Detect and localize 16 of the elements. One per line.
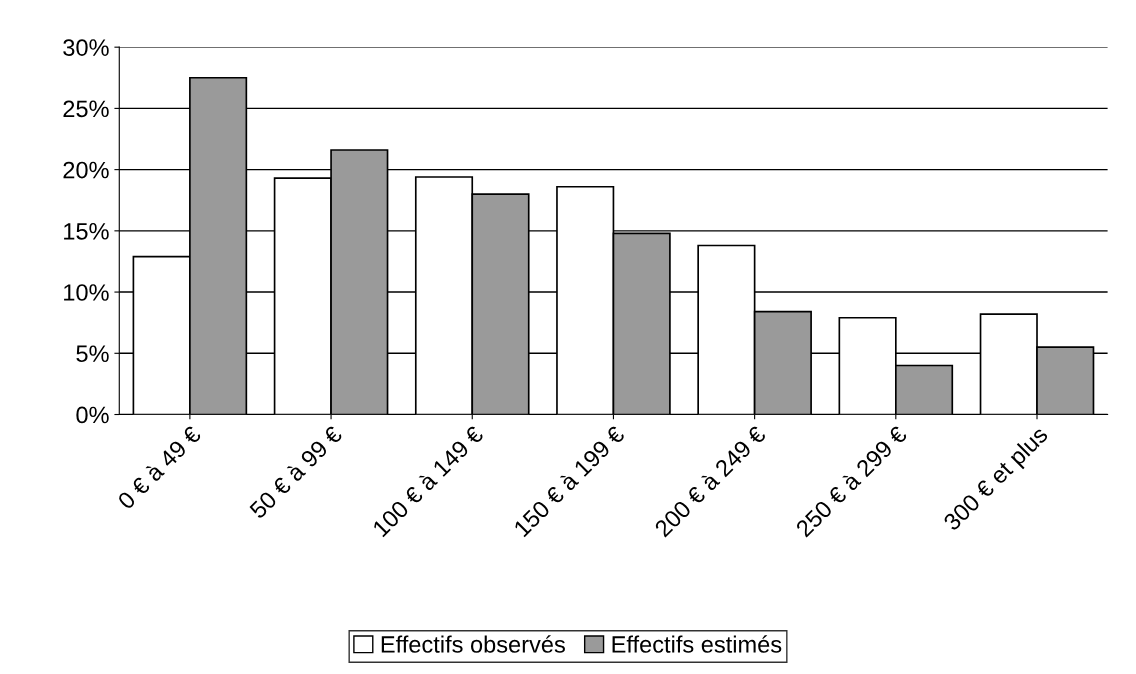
- y-tick-label: 25%: [63, 100, 109, 118]
- x-tick-label: 150 € à 199 €: [512, 424, 626, 538]
- y-tick-label: 5%: [76, 345, 109, 363]
- x-tick-label: 300 € et plus: [942, 424, 1052, 535]
- y-tick-label: 0%: [76, 406, 109, 424]
- y-tick-label: 15%: [64, 223, 109, 240]
- y-tick-label: 30%: [63, 39, 109, 56]
- x-tick-label: 50 € à 99 €: [247, 424, 344, 520]
- legend-label: Effectifs observés: [381, 635, 565, 653]
- y-tick-label: 20%: [63, 161, 109, 179]
- legend-label: Effectifs estimés: [612, 635, 782, 653]
- x-tick-label: 250 € à 299 €: [794, 424, 908, 538]
- x-tick-label: 200 € à 249 €: [653, 424, 767, 538]
- x-tick-label: 100 € à 149 €: [371, 424, 485, 538]
- y-tick-label: 10%: [64, 284, 109, 301]
- x-tick-label: 0 € à 49 €: [116, 424, 202, 511]
